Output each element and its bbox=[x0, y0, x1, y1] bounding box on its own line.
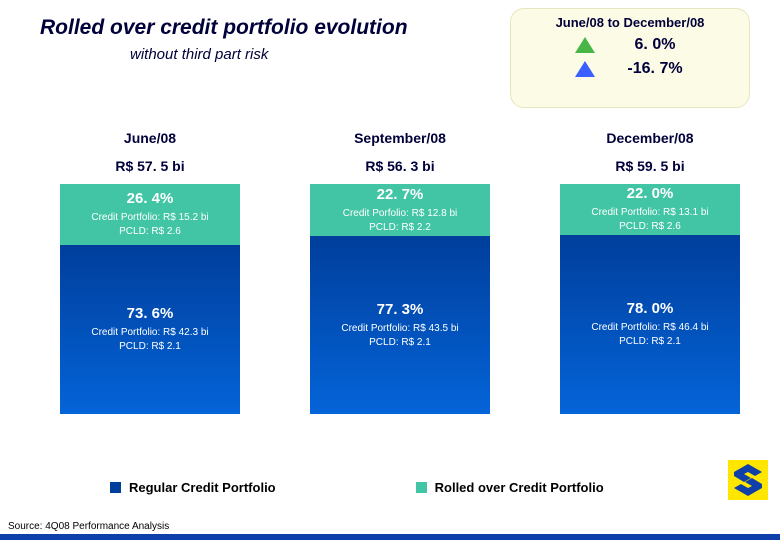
delta-row-1: -16. 7% bbox=[511, 60, 749, 78]
stacked-bar: 22. 0% Credit Portfolio: R$ 13.1 bi PCLD… bbox=[560, 184, 740, 414]
segment-percent: 26. 4% bbox=[127, 190, 174, 207]
bar-segment-regular: 78. 0% Credit Portfolio: R$ 46.4 bi PCLD… bbox=[560, 235, 740, 414]
segment-percent: 22. 0% bbox=[627, 185, 674, 202]
column-total: R$ 57. 5 bi bbox=[115, 158, 184, 174]
stacked-bar: 22. 7% Credit Porfolio: R$ 12.8 bi PCLD:… bbox=[310, 184, 490, 414]
page-title: Rolled over credit portfolio evolution bbox=[40, 16, 408, 40]
segment-pcld: PCLD: R$ 2.2 bbox=[369, 221, 431, 235]
legend-swatch-icon bbox=[416, 482, 427, 493]
bar-segment-rolled: 26. 4% Credit Portfolio: R$ 15.2 bi PCLD… bbox=[60, 184, 240, 245]
segment-credit-portfolio: Credit Portfolio: R$ 46.4 bi bbox=[591, 321, 708, 335]
segment-percent: 73. 6% bbox=[127, 305, 174, 322]
column-total: R$ 59. 5 bi bbox=[615, 158, 684, 174]
legend-label: Regular Credit Portfolio bbox=[129, 480, 276, 495]
source-note: Source: 4Q08 Performance Analysis bbox=[8, 521, 169, 532]
delta-value-1: -16. 7% bbox=[625, 60, 685, 78]
bar-segment-rolled: 22. 0% Credit Portfolio: R$ 13.1 bi PCLD… bbox=[560, 184, 740, 235]
segment-credit-portfolio: Credit Portfolio: R$ 42.3 bi bbox=[91, 326, 208, 340]
delta-row-0: 6. 0% bbox=[511, 36, 749, 54]
column-total: R$ 56. 3 bi bbox=[365, 158, 434, 174]
triangle-down-icon bbox=[575, 61, 595, 77]
segment-percent: 78. 0% bbox=[627, 300, 674, 317]
segment-credit-portfolio: Credit Portfolio: R$ 13.1 bi bbox=[591, 206, 708, 220]
chart-column-2: December/08 R$ 59. 5 bi 22. 0% Credit Po… bbox=[550, 130, 750, 414]
legend-item-regular: Regular Credit Portfolio bbox=[110, 480, 276, 495]
bar-segment-rolled: 22. 7% Credit Porfolio: R$ 12.8 bi PCLD:… bbox=[310, 184, 490, 236]
legend-item-rolled: Rolled over Credit Portfolio bbox=[416, 480, 604, 495]
segment-pcld: PCLD: R$ 2.6 bbox=[119, 225, 181, 239]
bar-segment-regular: 73. 6% Credit Portfolio: R$ 42.3 bi PCLD… bbox=[60, 245, 240, 414]
segment-pcld: PCLD: R$ 2.6 bbox=[619, 220, 681, 234]
delta-value-0: 6. 0% bbox=[625, 36, 685, 54]
legend-swatch-icon bbox=[110, 482, 121, 493]
delta-badge-title: June/08 to December/08 bbox=[511, 15, 749, 30]
segment-credit-portfolio: Credit Porfolio: R$ 12.8 bi bbox=[343, 207, 458, 221]
chart-columns: June/08 R$ 57. 5 bi 26. 4% Credit Portfo… bbox=[50, 130, 750, 414]
column-period: December/08 bbox=[606, 130, 693, 146]
segment-pcld: PCLD: R$ 2.1 bbox=[119, 340, 181, 354]
footer-stripe bbox=[0, 534, 780, 540]
column-period: June/08 bbox=[124, 130, 176, 146]
column-period: September/08 bbox=[354, 130, 446, 146]
segment-percent: 22. 7% bbox=[377, 186, 424, 203]
page-subtitle: without third part risk bbox=[130, 46, 268, 63]
legend-label: Rolled over Credit Portfolio bbox=[435, 480, 604, 495]
chart-column-1: September/08 R$ 56. 3 bi 22. 7% Credit P… bbox=[300, 130, 500, 414]
chart-legend: Regular Credit Portfolio Rolled over Cre… bbox=[110, 480, 604, 495]
segment-credit-portfolio: Credit Portfolio: R$ 43.5 bi bbox=[341, 322, 458, 336]
segment-pcld: PCLD: R$ 2.1 bbox=[619, 335, 681, 349]
delta-badge: June/08 to December/08 6. 0% -16. 7% bbox=[510, 8, 750, 108]
bar-segment-regular: 77. 3% Credit Portfolio: R$ 43.5 bi PCLD… bbox=[310, 236, 490, 414]
bb-logo-icon bbox=[728, 460, 768, 500]
segment-pcld: PCLD: R$ 2.1 bbox=[369, 336, 431, 350]
stacked-bar: 26. 4% Credit Portfolio: R$ 15.2 bi PCLD… bbox=[60, 184, 240, 414]
segment-credit-portfolio: Credit Portfolio: R$ 15.2 bi bbox=[91, 211, 208, 225]
triangle-up-icon bbox=[575, 37, 595, 53]
chart-column-0: June/08 R$ 57. 5 bi 26. 4% Credit Portfo… bbox=[50, 130, 250, 414]
segment-percent: 77. 3% bbox=[377, 301, 424, 318]
